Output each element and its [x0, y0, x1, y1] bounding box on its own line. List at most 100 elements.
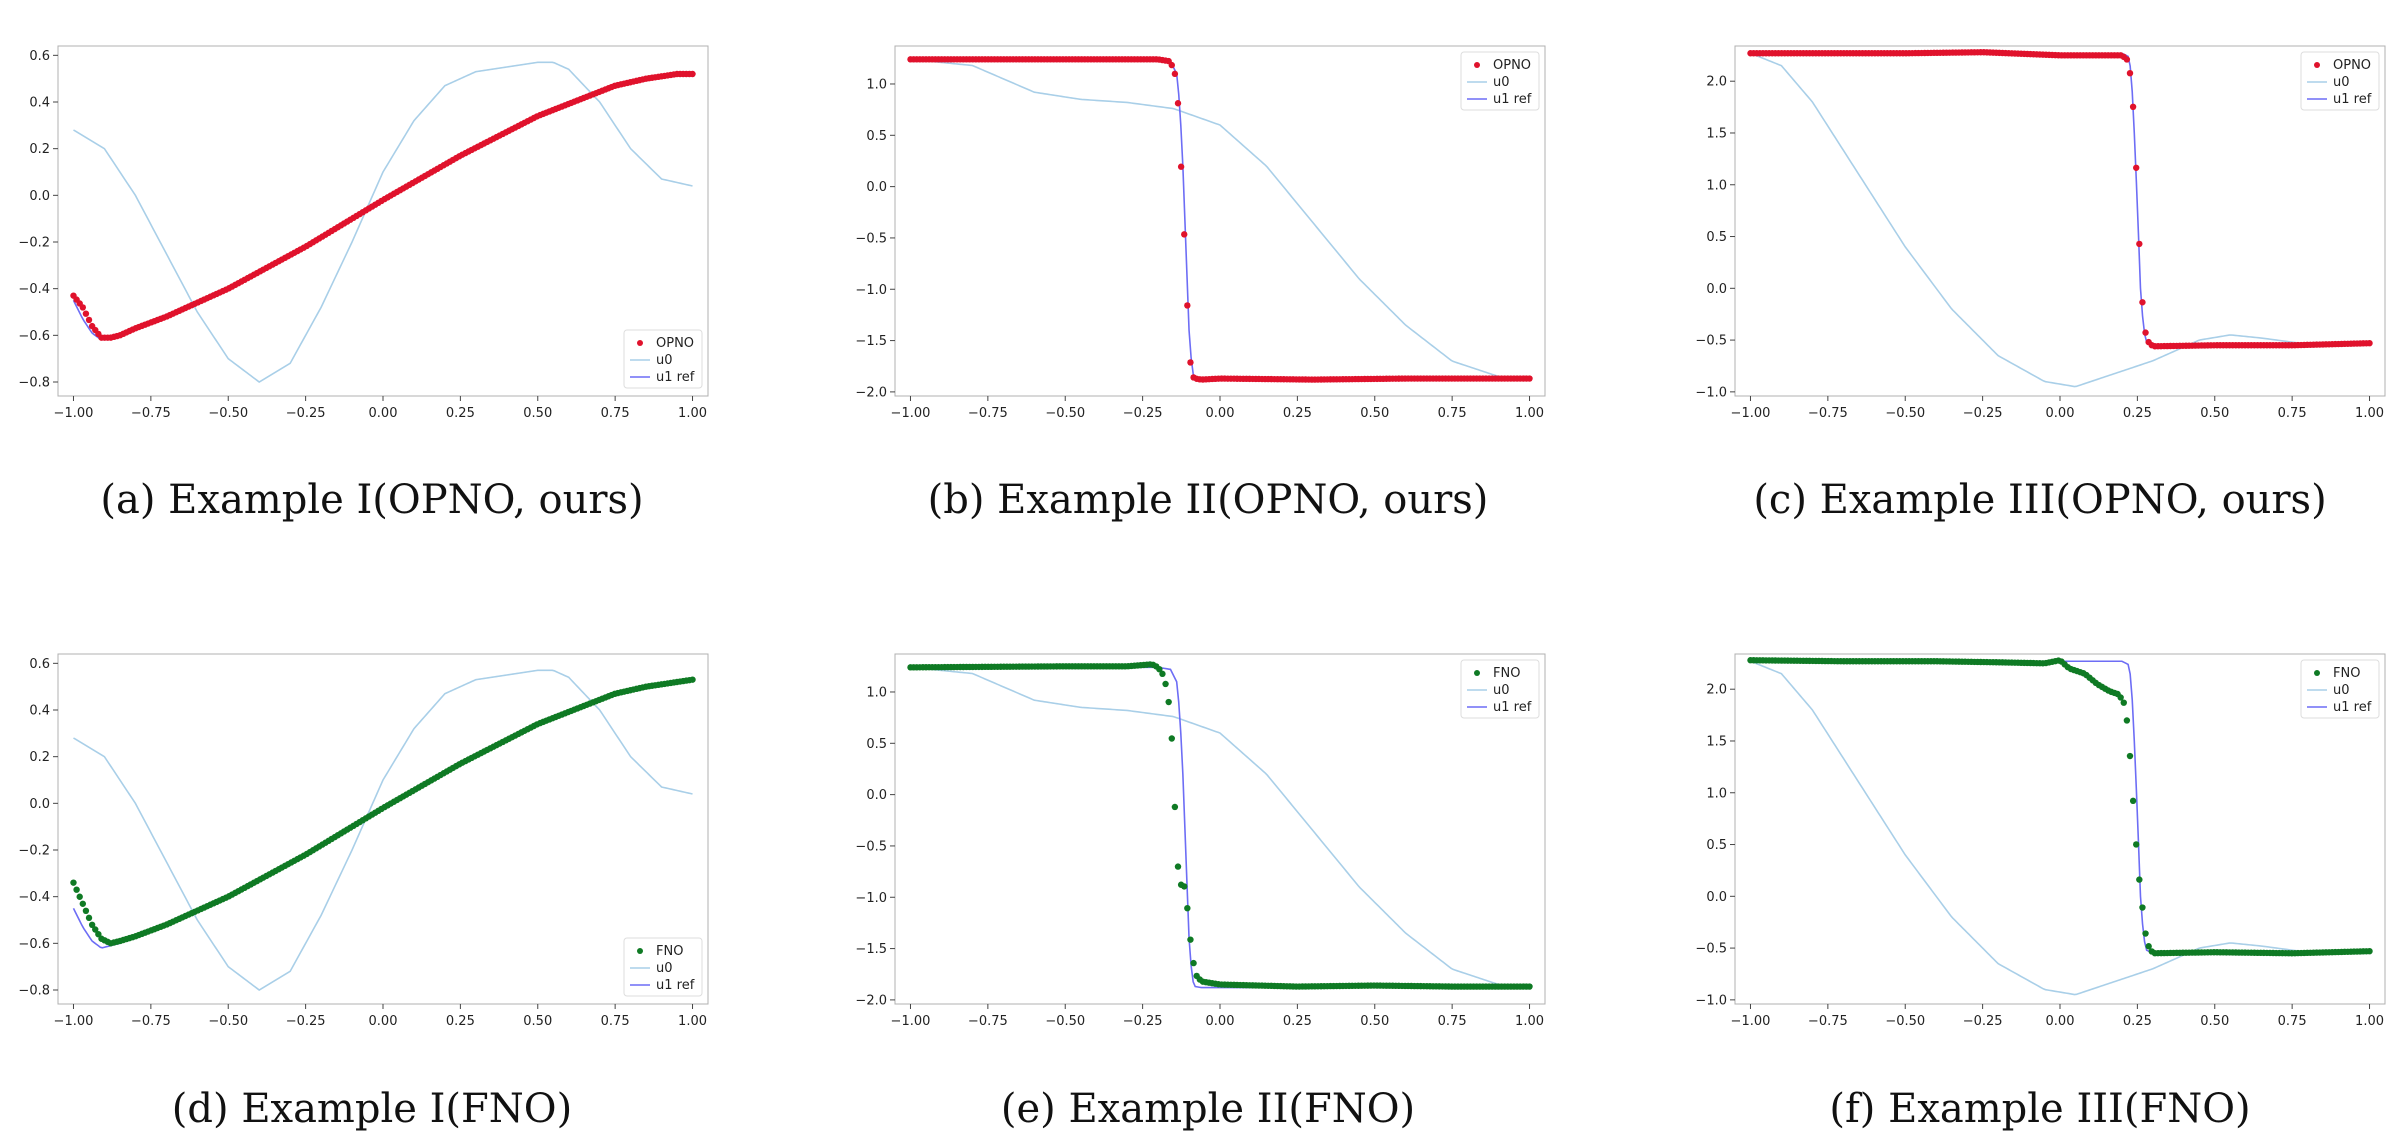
- y-tick-label: 0.0: [1706, 282, 1727, 297]
- x-tick-label: 1.00: [678, 1014, 707, 1029]
- x-tick-label: 0.50: [2200, 1014, 2229, 1029]
- legend-label-u1-ref: u1 ref: [656, 978, 695, 993]
- x-tick-label: −0.75: [968, 406, 1008, 421]
- legend-label-u0: u0: [656, 961, 673, 976]
- y-tick-label: 2.0: [1706, 683, 1727, 698]
- data-point-opno: [2126, 69, 2134, 77]
- panel-d: −1.00 −0.75 −0.50 −0.25 0.00 0.25 0.50 0.75 1.00…: [18, 653, 709, 1029]
- x-tick-label: 0.25: [2123, 406, 2152, 421]
- x-tick-label: 1.00: [2355, 406, 2384, 421]
- y-tick-label: 0.5: [1706, 230, 1727, 245]
- legend-box: [2300, 51, 2380, 111]
- y-tick-label: −0.2: [18, 236, 50, 251]
- y-tick-label: −0.4: [18, 890, 50, 905]
- x-tick-label: −0.50: [208, 406, 248, 421]
- caption-a: (a) Example I(OPNO, ours): [100, 477, 643, 523]
- y-tick-label: 1.0: [1706, 178, 1727, 193]
- panel-b: −1.00 −0.75 −0.50 −0.25 0.00 0.25 0.50 0.75 1.00…: [855, 45, 1546, 421]
- plot-frame: [894, 45, 1546, 397]
- panel-a: −1.00 −0.75 −0.50 −0.25 0.00 0.25 0.50 0.75 1.00…: [18, 45, 709, 421]
- x-tick-label: −0.25: [1123, 1014, 1163, 1029]
- y-tick-label: 1.5: [1706, 734, 1727, 749]
- x-tick-label: 0.75: [2278, 1014, 2307, 1029]
- y-tick-label: 0.0: [29, 189, 50, 204]
- x-tick-label: −1.00: [54, 1014, 94, 1029]
- legend: OPNO u0 u1 ref: [2300, 51, 2380, 111]
- y-tick-label: −0.6: [18, 937, 50, 952]
- plot-frame: [894, 653, 1546, 1005]
- panel-c: −1.00 −0.75 −0.50 −0.25 0.00 0.25 0.50 0.75 1.00…: [1695, 45, 2386, 421]
- y-tick-label: 1.5: [1706, 126, 1727, 141]
- series-u0-line: [1750, 660, 2370, 996]
- x-tick-label: 0.00: [2046, 406, 2075, 421]
- y-tick-label: 1.0: [866, 685, 887, 700]
- y-tick-label: 0.2: [29, 142, 50, 157]
- series-u0-line: [910, 666, 1530, 989]
- x-tick-label: 0.25: [1283, 406, 1312, 421]
- legend-marker-opno: [637, 340, 643, 346]
- y-tick-label: −0.5: [855, 839, 887, 854]
- legend-label-u0: u0: [1493, 683, 1510, 698]
- data-point-opno: [689, 70, 696, 78]
- data-point-fno: [76, 893, 83, 900]
- data-point-opno: [1174, 100, 1182, 107]
- data-point-fno: [1165, 698, 1172, 706]
- x-tick-label: 0.00: [1206, 406, 1235, 421]
- series-u0-line: [910, 58, 1530, 381]
- x-tick-label: −0.50: [1045, 406, 1085, 421]
- x-tick-label: 0.25: [446, 1014, 475, 1029]
- series-u1-ref-line: [910, 58, 1530, 381]
- series-u1-ref-line: [72, 73, 693, 341]
- legend-marker-fno: [1474, 670, 1480, 676]
- data-point-fno: [2133, 841, 2140, 848]
- panel-f: −1.00 −0.75 −0.50 −0.25 0.00 0.25 0.50 0.75 1.00…: [1695, 653, 2386, 1029]
- data-point-fno: [689, 676, 696, 683]
- data-point-fno: [95, 930, 102, 938]
- data-point-fno: [2139, 904, 2146, 911]
- data-point-fno: [2366, 947, 2373, 955]
- data-point-opno: [2142, 329, 2149, 336]
- y-tick-label: 0.4: [29, 704, 50, 719]
- series-u1-ref-line: [910, 666, 1530, 989]
- data-point-opno: [1171, 70, 1179, 78]
- panel-e: −1.00 −0.75 −0.50 −0.25 0.00 0.25 0.50 0.75 1.00…: [855, 653, 1546, 1029]
- data-point-fno: [1190, 959, 1197, 967]
- y-tick-label: −0.5: [855, 231, 887, 246]
- x-tick-label: 0.50: [1360, 1014, 1389, 1029]
- legend-box: [2300, 659, 2380, 719]
- legend-marker-opno: [1474, 62, 1480, 68]
- data-point-fno: [1168, 735, 1175, 742]
- data-point-opno: [1168, 61, 1175, 69]
- y-tick-label: −1.5: [855, 334, 887, 349]
- legend-label-u1-ref: u1 ref: [656, 370, 695, 385]
- plot-frame: [57, 45, 709, 397]
- legend: OPNO u0 u1 ref: [623, 329, 703, 389]
- y-tick-label: −1.0: [1695, 385, 1727, 400]
- data-point-fno: [92, 926, 99, 933]
- data-point-fno: [70, 879, 77, 886]
- legend-label-method: FNO: [2333, 666, 2360, 681]
- legend-label-u0: u0: [2333, 75, 2350, 90]
- caption-b: (b) Example II(OPNO, ours): [928, 477, 1489, 523]
- data-point-opno: [2129, 103, 2137, 111]
- legend-marker-opno: [2314, 62, 2320, 68]
- plot-frame: [57, 653, 709, 1005]
- caption-e: (e) Example II(FNO): [1001, 1086, 1415, 1132]
- x-tick-label: −0.50: [208, 1014, 248, 1029]
- legend-marker-fno: [2314, 670, 2320, 676]
- data-point-opno: [1181, 231, 1188, 238]
- y-tick-label: −1.0: [855, 283, 887, 298]
- x-tick-label: 0.25: [2123, 1014, 2152, 1029]
- series-u1-ref-line: [1750, 52, 2370, 347]
- x-tick-label: −0.25: [286, 1014, 326, 1029]
- y-tick-label: −2.0: [855, 993, 887, 1008]
- data-point-fno: [85, 914, 93, 922]
- x-tick-label: −0.75: [1808, 1014, 1848, 1029]
- x-tick-label: −0.75: [131, 1014, 171, 1029]
- y-tick-label: 0.5: [1706, 838, 1727, 853]
- data-point-opno: [2366, 339, 2373, 347]
- legend: FNO u0 u1 ref: [1460, 659, 1540, 719]
- x-tick-label: 0.00: [369, 1014, 398, 1029]
- legend-label-u1-ref: u1 ref: [2333, 92, 2372, 107]
